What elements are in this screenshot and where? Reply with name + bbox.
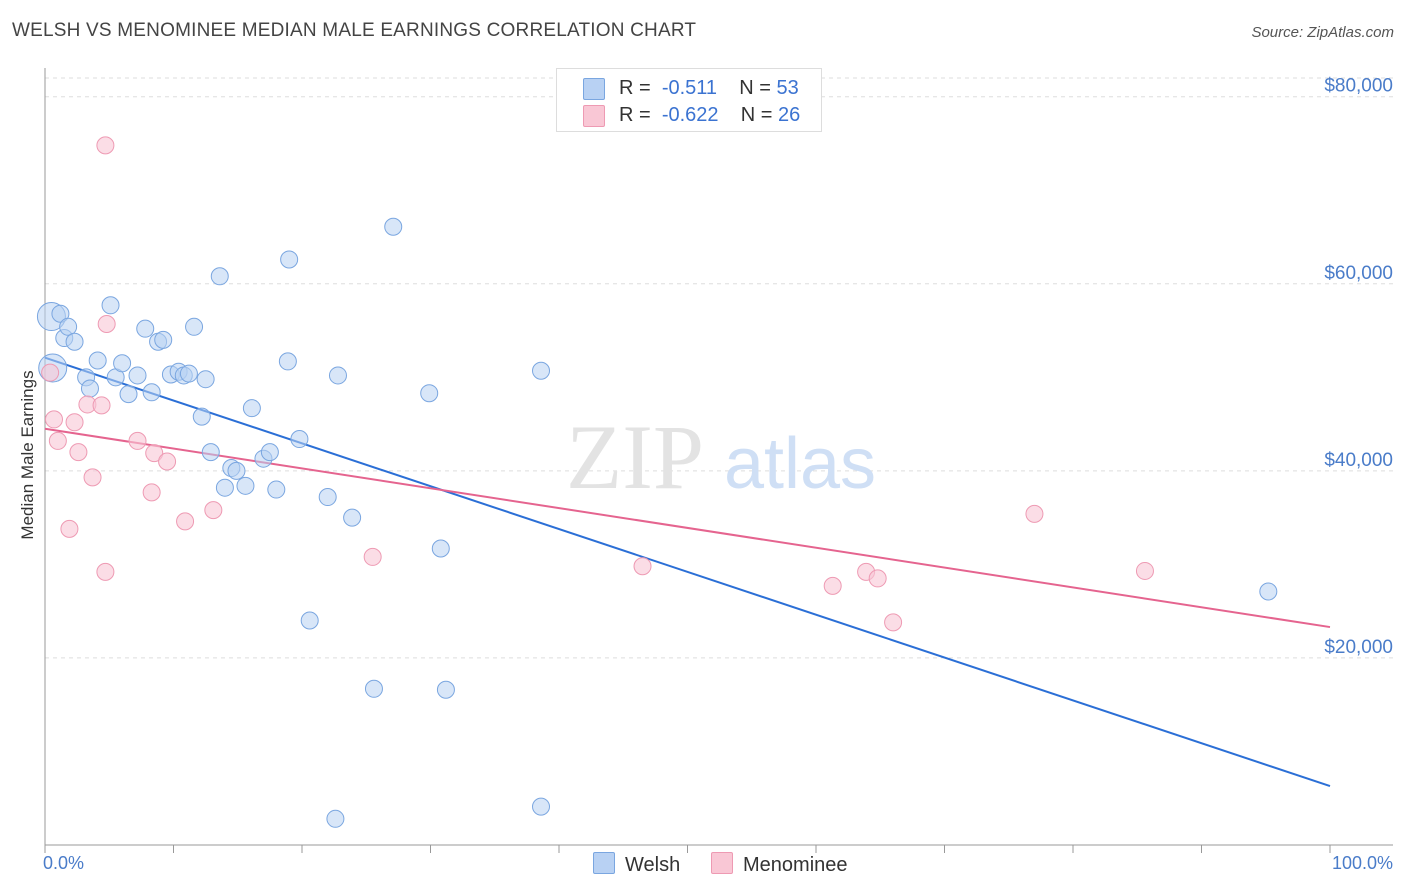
trend-line-welsh xyxy=(44,356,1331,788)
menominee-point xyxy=(92,396,111,415)
menominee-r-value: -0.622 xyxy=(661,104,719,126)
menominee-r-label: R = xyxy=(619,104,651,126)
welsh-point xyxy=(227,461,246,480)
welsh-legend-swatch xyxy=(593,852,615,874)
welsh-point xyxy=(1259,582,1278,601)
menominee-point xyxy=(142,483,161,502)
welsh-point xyxy=(267,480,286,499)
welsh-point xyxy=(278,352,297,371)
menominee-point xyxy=(633,557,652,576)
welsh-point xyxy=(364,679,383,698)
welsh-point xyxy=(113,354,132,373)
welsh-point xyxy=(290,430,309,449)
welsh-point xyxy=(101,296,120,315)
data-points xyxy=(36,136,1278,828)
menominee-point xyxy=(884,613,903,632)
menominee-point xyxy=(1135,561,1154,580)
watermark-zip: ZIP xyxy=(566,406,704,508)
welsh-point xyxy=(242,399,261,418)
welsh-swatch xyxy=(583,77,605,100)
welsh-point xyxy=(420,384,439,403)
menominee-legend-swatch xyxy=(711,852,733,874)
source-credit: Source: ZipAtlas.com xyxy=(1251,24,1394,41)
menominee-point xyxy=(41,363,60,382)
y-tick-label: $20,000 xyxy=(1324,637,1393,658)
welsh-point xyxy=(128,366,147,385)
menominee-point xyxy=(48,431,67,450)
welsh-n-value: 53 xyxy=(776,77,799,99)
watermark: ZIP atlas xyxy=(566,406,876,508)
welsh-point xyxy=(532,797,551,816)
welsh-point xyxy=(192,407,211,426)
welsh-point xyxy=(343,508,362,527)
menominee-point xyxy=(158,452,177,471)
grid-lines xyxy=(45,77,1393,659)
welsh-point xyxy=(328,366,347,385)
x-tick-label-min: 0.0% xyxy=(43,853,84,873)
x-tick-label-max: 100.0% xyxy=(1332,853,1393,873)
welsh-point xyxy=(65,332,84,351)
menominee-n-label: N = xyxy=(740,104,773,126)
welsh-point xyxy=(300,611,319,630)
welsh-point xyxy=(142,383,161,402)
menominee-point xyxy=(96,136,115,155)
menominee-point xyxy=(145,444,164,463)
welsh-r-label: R = xyxy=(619,77,651,99)
y-tick-label: $40,000 xyxy=(1324,450,1393,471)
y-tick-label: $80,000 xyxy=(1324,76,1393,97)
y-tick-label: $60,000 xyxy=(1324,263,1393,284)
menominee-legend-label: Menominee xyxy=(743,854,848,876)
welsh-point xyxy=(236,476,255,495)
menominee-point xyxy=(823,576,842,595)
welsh-r-value: -0.511 xyxy=(661,77,718,99)
welsh-n-label: N = xyxy=(739,77,771,99)
welsh-point xyxy=(196,370,215,389)
correlation-legend: R = -0.511 N = 53 R = -0.622 N = 26 xyxy=(556,68,822,132)
welsh-legend-label: Welsh xyxy=(625,854,681,876)
welsh-point xyxy=(88,351,107,370)
welsh-point xyxy=(154,330,173,349)
menominee-point xyxy=(83,468,102,487)
welsh-point xyxy=(80,379,99,398)
welsh-point xyxy=(215,478,234,497)
welsh-point xyxy=(59,317,78,336)
menominee-point xyxy=(60,519,79,538)
axes xyxy=(44,68,1393,853)
menominee-point xyxy=(868,569,887,588)
welsh-point xyxy=(136,319,155,338)
menominee-point xyxy=(128,431,147,450)
welsh-point xyxy=(260,443,279,462)
welsh-point xyxy=(185,317,204,336)
menominee-swatch xyxy=(583,104,605,127)
menominee-point xyxy=(96,562,115,581)
chart-title: WELSH VS MENOMINEE MEDIAN MALE EARNINGS … xyxy=(12,20,697,41)
watermark-atlas: atlas xyxy=(724,424,876,504)
menominee-point xyxy=(363,547,382,566)
welsh-point xyxy=(436,680,455,699)
menominee-point xyxy=(204,501,223,520)
welsh-point xyxy=(384,217,403,236)
menominee-point xyxy=(65,413,84,432)
menominee-point xyxy=(69,443,88,462)
menominee-point xyxy=(1025,504,1044,523)
bottom-legend-welsh: Welsh xyxy=(593,852,680,877)
welsh-point xyxy=(326,809,345,828)
welsh-point xyxy=(179,364,198,383)
menominee-point xyxy=(97,315,116,334)
welsh-point xyxy=(119,385,138,404)
welsh-point xyxy=(201,443,220,462)
welsh-point xyxy=(318,488,337,507)
tick-labels: $20,000 $40,000 $60,000 $80,000 0.0% 100.0% xyxy=(43,76,1393,873)
welsh-point xyxy=(532,361,551,380)
welsh-point xyxy=(431,539,450,558)
bottom-legend-menominee: Menominee xyxy=(711,852,848,877)
legend-row-menominee: R = -0.622 N = 26 xyxy=(583,104,800,128)
welsh-point xyxy=(280,250,299,269)
welsh-point xyxy=(210,267,229,286)
menominee-point xyxy=(44,410,63,429)
menominee-n-value: 26 xyxy=(778,104,801,126)
legend-row-welsh: R = -0.511 N = 53 xyxy=(583,77,799,101)
menominee-point xyxy=(176,512,195,531)
